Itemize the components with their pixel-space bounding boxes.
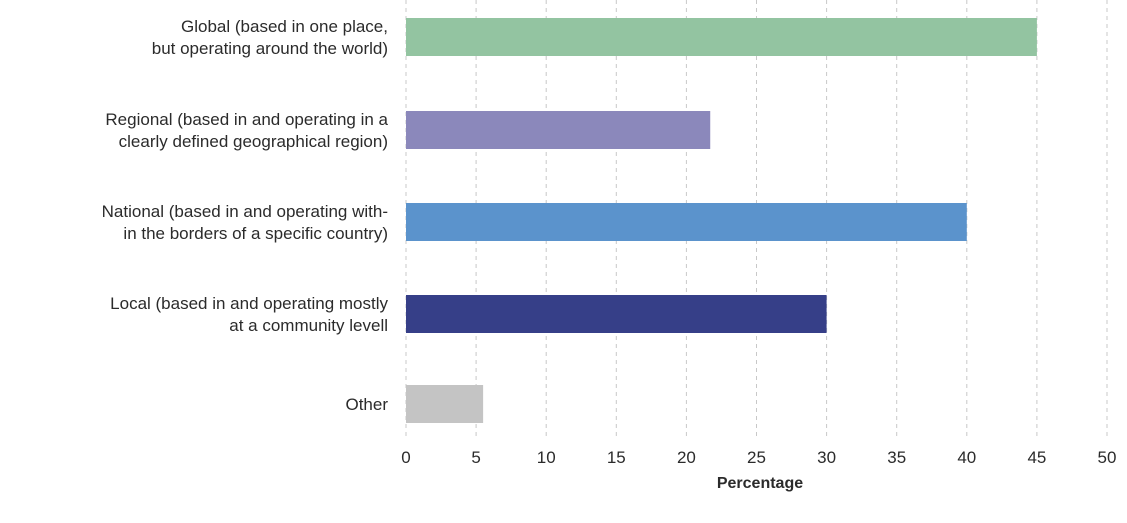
category-label: but operating around the world) — [152, 39, 388, 58]
bar — [406, 111, 711, 149]
x-axis-title: Percentage — [717, 475, 803, 492]
bar — [406, 295, 827, 333]
bar — [406, 385, 484, 423]
category-label: at a community levell — [229, 316, 388, 335]
category-label: Local (based in and operating mostly — [110, 294, 388, 313]
bar — [406, 18, 1037, 56]
x-tick-label: 40 — [957, 448, 976, 467]
category-label: Regional (based in and operating in a — [105, 110, 388, 129]
category-label: National (based in and operating with- — [102, 202, 388, 221]
bars — [406, 18, 1037, 423]
x-tick-label: 15 — [607, 448, 626, 467]
x-tick-label: 25 — [747, 448, 766, 467]
x-tick-label: 50 — [1098, 448, 1117, 467]
bar — [406, 203, 967, 241]
x-tick-label: 0 — [401, 448, 410, 467]
category-label: Other — [345, 395, 388, 414]
category-label: Global (based in one place, — [181, 17, 388, 36]
x-tick-label: 5 — [471, 448, 480, 467]
x-tick-label: 20 — [677, 448, 696, 467]
category-label: in the borders of a specific country) — [123, 224, 388, 243]
x-tick-labels: 0 5 10 15 20 25 30 35 40 45 50 — [401, 448, 1116, 467]
x-tick-label: 30 — [817, 448, 836, 467]
category-labels: Global (based in one place, but operating… — [102, 17, 389, 414]
x-tick-label: 35 — [887, 448, 906, 467]
x-tick-label: 10 — [537, 448, 556, 467]
x-tick-label: 45 — [1027, 448, 1046, 467]
category-label: clearly defined geographical region) — [119, 132, 388, 151]
